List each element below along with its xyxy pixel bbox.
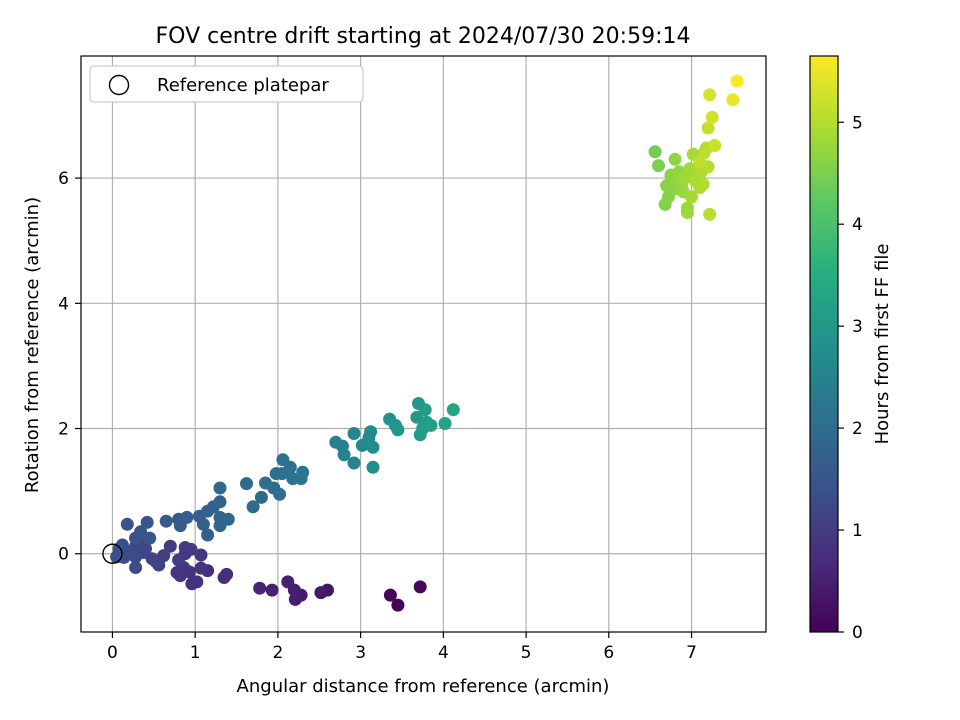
scatter-point xyxy=(194,548,208,562)
scatter-point xyxy=(696,177,710,191)
scatter-point xyxy=(693,155,707,169)
chart-title: FOV centre drift starting at 2024/07/30 … xyxy=(156,24,691,49)
plot-frame xyxy=(80,55,767,633)
scatter-point xyxy=(680,201,694,215)
colorbar-ticks: 0 1 2 3 4 5 xyxy=(838,113,863,643)
y-axis-label: Rotation from reference (arcmin) xyxy=(22,197,43,493)
scatter-point xyxy=(194,561,208,575)
x-axis-label: Angular distance from reference (arcmin) xyxy=(237,676,610,697)
colorbar-label: Hours from first FF file xyxy=(872,244,893,445)
y-tick-label: 6 xyxy=(58,169,69,189)
legend-reference-marker xyxy=(108,74,130,96)
legend: Reference platepar xyxy=(89,65,364,103)
scatter-point xyxy=(366,460,380,474)
scatter-point xyxy=(273,487,287,501)
scatter-point xyxy=(726,93,740,107)
x-tick-label: 0 xyxy=(107,643,118,663)
scatter-point xyxy=(269,467,283,481)
x-tick-label: 4 xyxy=(438,643,449,663)
scatter-point xyxy=(337,448,351,462)
scatter-point xyxy=(708,139,722,152)
data-points xyxy=(110,74,744,612)
colorbar-tick-label: 5 xyxy=(852,113,863,133)
scatter-point xyxy=(178,541,192,554)
scatter-point xyxy=(172,553,186,567)
scatter-point xyxy=(730,74,744,88)
scatter-point xyxy=(217,571,231,584)
scatter-point xyxy=(213,495,227,509)
scatter-point xyxy=(163,539,177,553)
scatter-point xyxy=(143,531,157,545)
scatter-point xyxy=(314,586,328,600)
scatter-point xyxy=(391,423,405,437)
x-tick-label: 5 xyxy=(521,643,532,663)
scatter-point xyxy=(391,598,405,612)
scatter-point xyxy=(253,581,267,595)
scatter-point xyxy=(703,207,717,221)
scatter-point xyxy=(685,190,698,204)
scatter-point xyxy=(347,456,361,470)
y-tick-label: 2 xyxy=(58,420,69,440)
scatter-point xyxy=(265,583,279,597)
scatter-point xyxy=(648,145,662,159)
scatter-point xyxy=(347,427,361,440)
scatter-point xyxy=(366,440,380,454)
scatter-point xyxy=(246,500,260,514)
scatter-point xyxy=(701,121,715,135)
scatter-point xyxy=(410,410,424,424)
scatter-point xyxy=(424,418,438,432)
x-tick-label: 6 xyxy=(603,643,614,663)
scatter-point xyxy=(185,577,199,591)
scatter-point xyxy=(446,403,460,417)
scatter-point xyxy=(201,528,215,542)
x-tick-label: 3 xyxy=(355,643,366,663)
y-tick-label: 4 xyxy=(58,294,69,314)
scatter-point xyxy=(705,110,719,124)
colorbar-tick-label: 2 xyxy=(852,419,863,439)
scatter-point xyxy=(383,588,397,602)
colorbar-tick-label: 3 xyxy=(852,317,863,337)
scatter-point xyxy=(120,517,134,531)
x-tick-label: 1 xyxy=(190,643,201,663)
scatter-point xyxy=(221,512,235,526)
colorbar xyxy=(809,55,839,633)
reference-marker xyxy=(102,543,123,564)
scatter-point xyxy=(140,515,154,529)
scatter-point xyxy=(180,510,194,524)
scatter-point xyxy=(196,517,210,531)
scatter-point xyxy=(668,152,682,166)
scatter-point xyxy=(296,465,310,479)
x-tick-label: 2 xyxy=(272,643,283,663)
grid-lines xyxy=(81,56,766,632)
scatter-point xyxy=(240,477,253,491)
legend-label-reference-platepar: Reference platepar xyxy=(157,75,329,96)
scatter-point xyxy=(703,88,717,102)
y-tick-label: 0 xyxy=(58,545,69,565)
scatter-point xyxy=(213,481,227,495)
scatter-point xyxy=(281,575,295,589)
colorbar-tick-label: 1 xyxy=(852,521,863,541)
colorbar-tick-label: 4 xyxy=(852,215,863,235)
x-tick-label: 7 xyxy=(686,643,697,663)
scatter-point xyxy=(413,580,427,594)
colorbar-tick-label: 0 xyxy=(852,623,863,643)
scatter-point xyxy=(283,460,297,474)
legend-box xyxy=(89,65,364,103)
scatter-point xyxy=(134,525,148,539)
x-axis-ticks: 0 1 2 3 4 5 6 7 xyxy=(107,632,697,663)
scatter-point xyxy=(254,490,268,504)
scatter-point xyxy=(129,561,143,574)
y-axis-ticks: 0 2 4 6 xyxy=(58,169,81,565)
scatter-point xyxy=(438,417,452,430)
scatter-point xyxy=(418,403,432,417)
reference-platepar-point xyxy=(102,543,123,564)
scatter-point xyxy=(652,159,665,173)
scatter-point xyxy=(159,514,173,528)
scatter-point xyxy=(364,425,378,439)
scatter-point xyxy=(170,566,184,579)
